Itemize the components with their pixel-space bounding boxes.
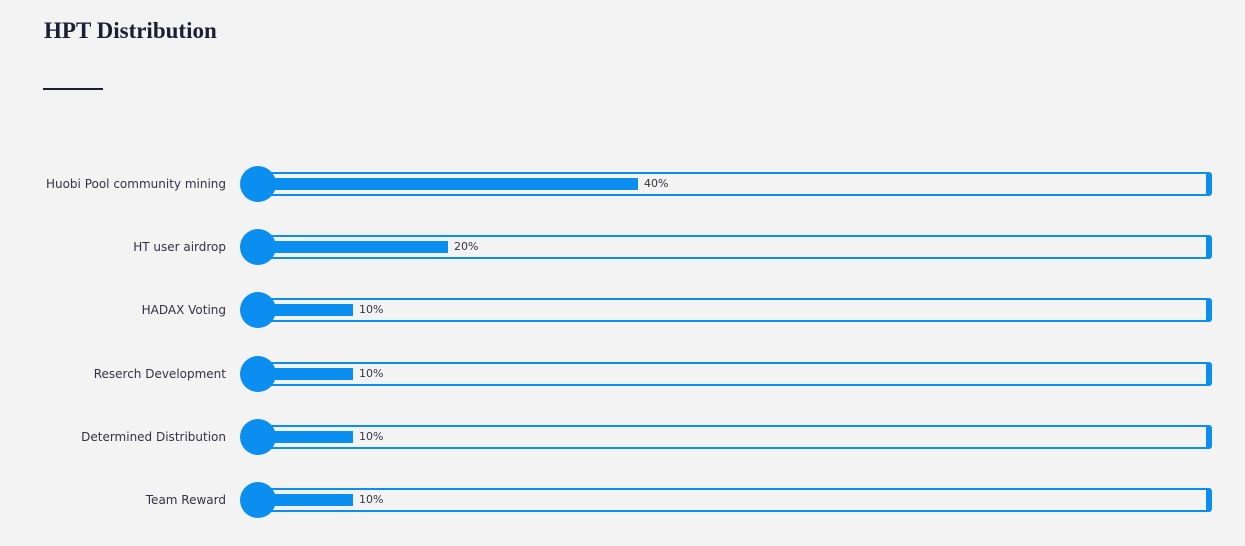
- value-label: 40%: [644, 177, 669, 190]
- bar-track-end: [1206, 489, 1211, 511]
- bar-track: [249, 425, 1212, 449]
- category-label: Huobi Pool community mining: [45, 177, 226, 191]
- bar-knob: [240, 482, 276, 518]
- value-label: 10%: [359, 303, 384, 316]
- bar-fill: [258, 431, 353, 443]
- value-label: 10%: [359, 493, 384, 506]
- bar-track-end: [1206, 363, 1211, 385]
- distribution-row: HADAX Voting 10%: [0, 292, 1245, 328]
- bar-fill: [258, 494, 353, 506]
- page-title: HPT Distribution: [44, 18, 217, 43]
- bar-knob: [240, 292, 276, 328]
- distribution-row: Determined Distribution 10%: [0, 419, 1245, 455]
- category-label: Reserch Development: [93, 367, 226, 381]
- bar-fill: [258, 241, 448, 253]
- category-label: HADAX Voting: [141, 303, 226, 317]
- bar-track: [249, 362, 1212, 386]
- category-label: Determined Distribution: [81, 430, 226, 444]
- bar-knob: [240, 166, 276, 202]
- bar-track: [249, 488, 1212, 512]
- bar-knob: [240, 356, 276, 392]
- distribution-row: HT user airdrop 20%: [0, 229, 1245, 265]
- bar-knob: [240, 419, 276, 455]
- value-label: 20%: [454, 240, 479, 253]
- bar-knob: [240, 229, 276, 265]
- bar-track-end: [1206, 299, 1211, 321]
- distribution-row: Huobi Pool community mining 40%: [0, 166, 1245, 202]
- bar-fill: [258, 178, 638, 190]
- category-label: Team Reward: [145, 493, 226, 507]
- value-label: 10%: [359, 367, 384, 380]
- bar-track-end: [1206, 236, 1211, 258]
- value-label: 10%: [359, 430, 384, 443]
- bar-fill: [258, 368, 353, 380]
- bar-fill: [258, 304, 353, 316]
- title-underline: [43, 88, 103, 90]
- bar-track: [249, 298, 1212, 322]
- category-label: HT user airdrop: [133, 240, 226, 254]
- bar-track-end: [1206, 173, 1211, 195]
- distribution-row: Team Reward 10%: [0, 482, 1245, 518]
- bar-track-end: [1206, 426, 1211, 448]
- distribution-row: Reserch Development 10%: [0, 356, 1245, 392]
